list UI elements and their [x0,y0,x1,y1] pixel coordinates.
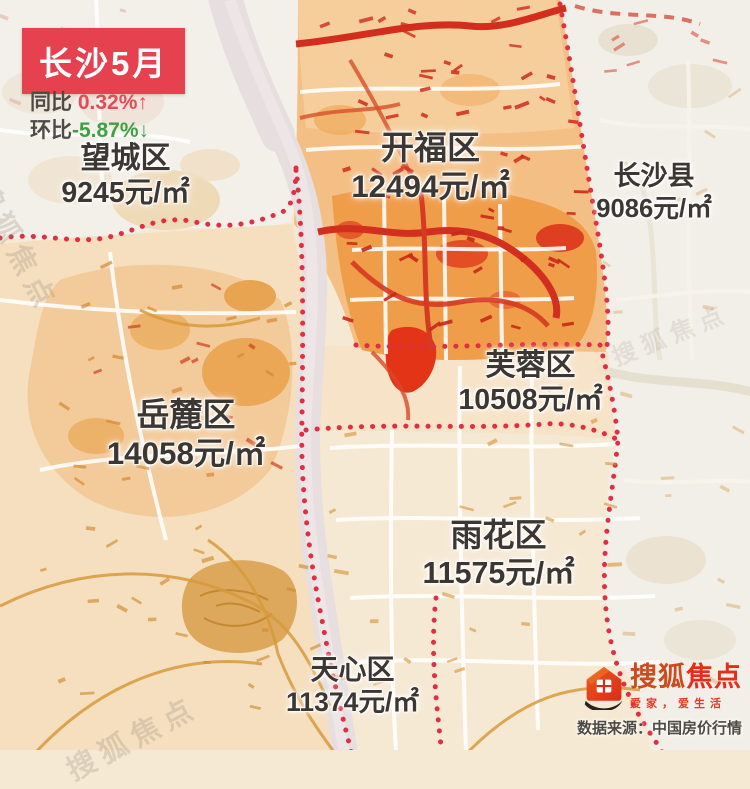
district-name: 开福区 [381,129,480,166]
mom-label: 环比 [30,119,72,143]
yoy-row: 同比 0.32%↑ [30,89,149,117]
brand-focus: 焦点 [686,662,742,692]
district-label-tianxin: 天心区 11374元/㎡ [260,653,445,718]
footer: 搜狐焦点 爱家，爱生活 数据来源：中国房价行情 [577,664,742,738]
district-label-kaifu: 开福区 12494元/㎡ [323,129,538,206]
district-price: 12494元/㎡ [351,168,510,204]
district-name: 岳麓区 [136,396,236,433]
district-label-wangcheng: 望城区 9245元/㎡ [33,141,218,211]
district-label-yuhua: 雨花区 11575元/㎡ [396,517,601,592]
brand-name: 搜狐焦点 [630,664,742,691]
district-name: 雨花区 [450,517,547,553]
district-label-yuelu: 岳麓区 14058元/㎡ [86,396,286,473]
data-source: 数据来源：中国房价行情 [576,720,742,737]
district-name: 天心区 [310,654,395,685]
region-changshaxian [560,0,750,750]
boundary-kaifu-east [557,1,611,355]
down-arrow-icon: ↓ [138,119,150,143]
boundary-wangcheng-south [0,165,299,243]
district-boundaries [0,1,664,750]
up-arrow-icon: ↑ [137,91,148,114]
brand-tagline: 爱家，爱生活 [630,698,726,710]
boundary-yuhua-east [597,342,664,750]
yoy-label: 同比 [30,91,72,114]
mom-row: 环比-5.87%↓ [30,117,149,145]
district-price: 9245元/㎡ [61,177,190,210]
brand-sohu: 搜狐 [630,662,686,692]
roads-orange [0,308,641,750]
district-label-furong: 芙蓉区 10508元/㎡ [433,348,628,418]
district-price: 11575元/㎡ [422,555,575,590]
boundary-tianxin-yuhua [431,595,444,750]
roads-white [0,0,661,750]
boundary-kaifu-furong [353,341,603,350]
map-title-banner: 长沙5月 [22,28,186,94]
district-price: 10508元/㎡ [458,384,603,417]
map-title: 长沙5月 [39,45,169,82]
roads-white-east [599,59,750,485]
sohu-focus-house-icon [584,666,623,710]
brand-row: 搜狐焦点 爱家，爱生活 [577,664,742,711]
mom-value: -5.87% [72,119,139,143]
district-label-changshaxian: 长沙县 9086元/㎡ [563,161,745,224]
yuelu-park [181,560,298,653]
district-name: 望城区 [80,142,171,175]
district-name: 长沙县 [613,161,695,191]
brand-text: 搜狐焦点 爱家，爱生活 [630,664,742,711]
district-price: 14058元/㎡ [106,435,266,471]
yoy-value: 0.32% [72,91,138,114]
roads-red [295,4,701,421]
district-price: 9086元/㎡ [596,194,712,223]
region-furong [306,345,618,440]
price-stats: 同比 0.32%↑ 环比-5.87%↓ [30,89,149,146]
district-price: 11374元/㎡ [285,687,420,718]
district-name: 芙蓉区 [485,349,576,382]
changsha-map-canvas [0,0,750,750]
region-yuelu [27,264,293,517]
